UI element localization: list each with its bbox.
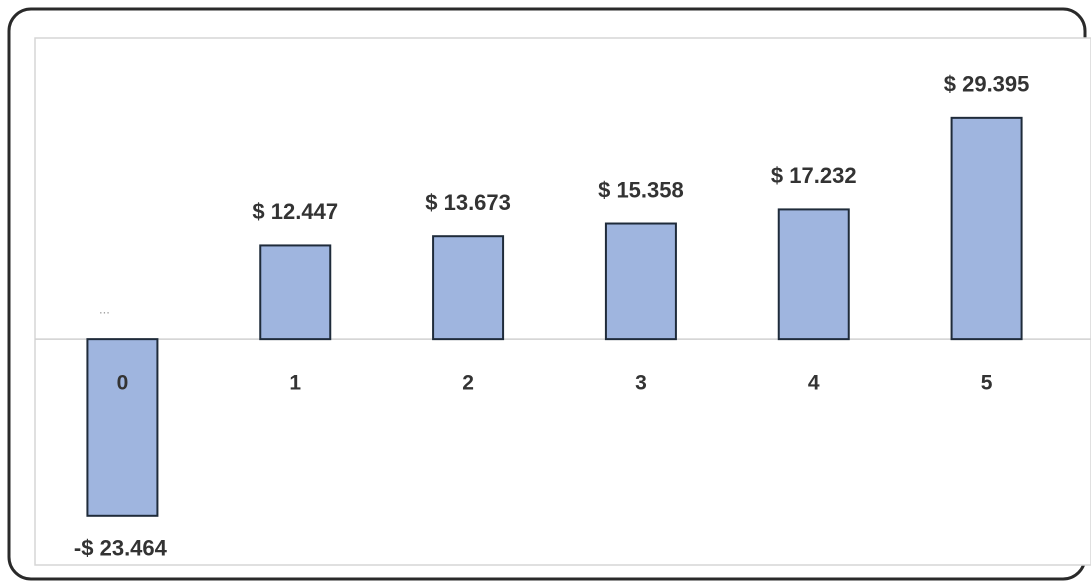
- x-tick-label: 0: [117, 372, 129, 395]
- x-tick-label: 1: [289, 372, 301, 395]
- data-label: $ 29.395: [944, 72, 1030, 97]
- data-label: $ 15.358: [598, 177, 684, 202]
- bar: [950, 116, 1023, 341]
- bar: [86, 338, 159, 517]
- x-tick-label: 3: [635, 372, 647, 395]
- data-label: $ 17.232: [771, 163, 857, 188]
- bar: [259, 244, 332, 341]
- data-label: -$ 23.464: [74, 536, 168, 561]
- plot-area: [34, 37, 1091, 566]
- bar: [604, 222, 677, 341]
- annotation: ...: [99, 301, 110, 316]
- bar: [432, 235, 505, 341]
- data-label: $ 12.447: [252, 199, 338, 224]
- x-tick-label: 4: [808, 372, 820, 395]
- bar: [777, 208, 850, 341]
- x-tick-label: 2: [462, 372, 474, 395]
- data-label: $ 13.673: [425, 190, 511, 215]
- x-tick-label: 5: [981, 372, 993, 395]
